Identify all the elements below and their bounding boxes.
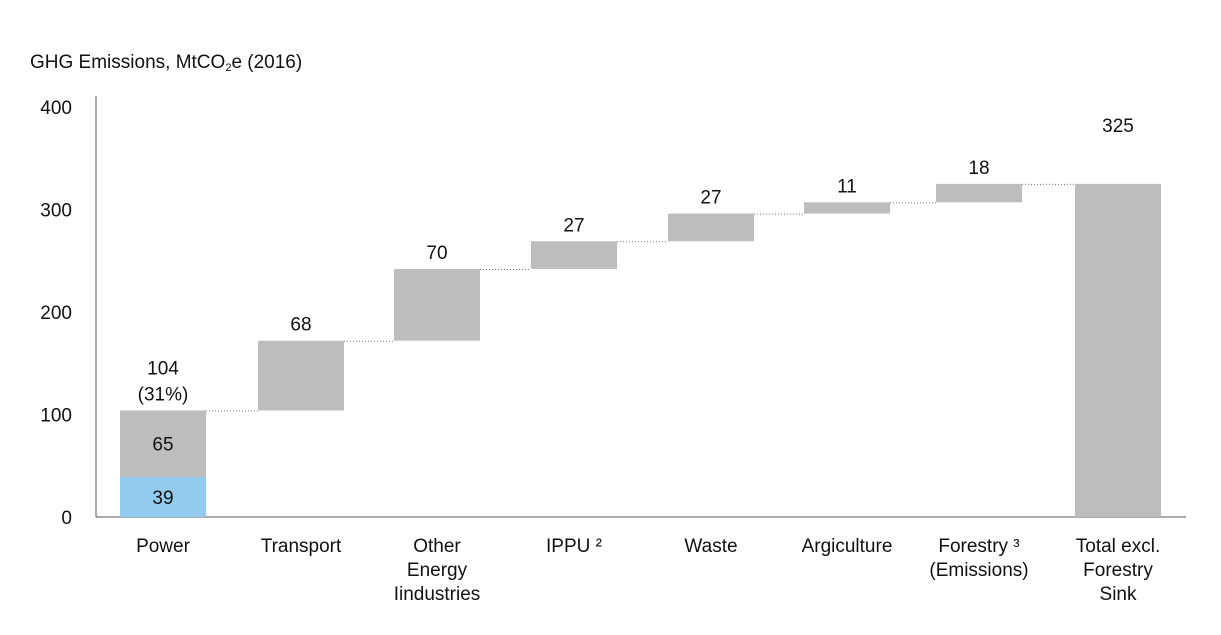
power-segment-bar xyxy=(120,477,206,517)
value-label: 27 xyxy=(700,188,721,209)
category-label: Waste xyxy=(684,536,737,557)
waterfall-bar xyxy=(531,241,617,269)
y-tick-label: 100 xyxy=(40,406,72,427)
segment-value-label: 65 xyxy=(152,435,173,456)
y-tick-label: 0 xyxy=(61,508,72,529)
value-label: 325 xyxy=(1102,116,1134,137)
value-label: 18 xyxy=(968,158,989,179)
waterfall-bar xyxy=(804,202,890,214)
value-label: 27 xyxy=(563,215,584,236)
value-label: 104 xyxy=(147,358,179,379)
y-tick-label: 200 xyxy=(40,303,72,324)
category-label: Power xyxy=(136,536,191,557)
value-label: 11 xyxy=(837,176,857,197)
category-label: Forestry xyxy=(1083,560,1153,581)
category-label: Energy xyxy=(407,560,468,581)
category-label: Argiculture xyxy=(802,536,893,557)
total-bar xyxy=(1075,183,1161,517)
category-label: Sink xyxy=(1100,584,1137,605)
y-tick-label: 400 xyxy=(40,98,72,119)
value-label: 68 xyxy=(290,315,311,336)
waterfall-bar xyxy=(394,268,480,341)
category-label: Forestry ³ xyxy=(938,536,1019,557)
value-label: (31%) xyxy=(138,384,189,405)
category-label: (Emissions) xyxy=(929,560,1028,581)
value-label: 70 xyxy=(426,243,447,264)
power-segment-bar xyxy=(120,410,206,478)
y-axis-title: GHG Emissions, MtCO2e (2016) xyxy=(30,52,303,74)
category-label: Iindustries xyxy=(394,584,481,605)
category-label: Transport xyxy=(261,536,342,557)
segment-value-label: 39 xyxy=(152,488,173,509)
waterfall-bar xyxy=(936,183,1022,203)
category-label: Other xyxy=(413,536,461,557)
waterfall-bar xyxy=(668,213,754,242)
y-tick-label: 300 xyxy=(40,201,72,222)
category-label: IPPU ² xyxy=(546,536,602,557)
waterfall-bar xyxy=(258,340,344,411)
category-label: Total excl. xyxy=(1076,536,1160,557)
